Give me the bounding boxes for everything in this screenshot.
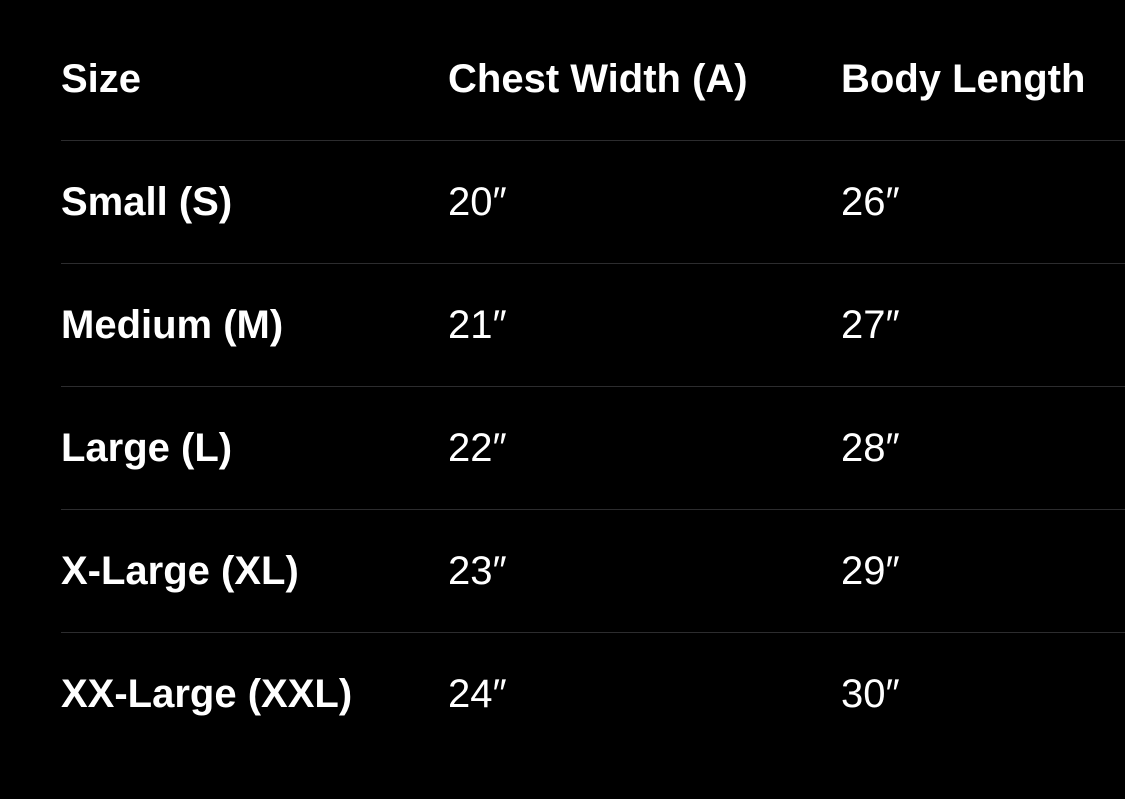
chest-width-cell: 24″ bbox=[448, 671, 507, 716]
column-header-size: Size bbox=[61, 56, 142, 101]
size-chart-table: Size Chest Width (A) Body Length Small (… bbox=[61, 18, 1125, 755]
body-length-cell: 27″ bbox=[841, 302, 900, 347]
table-row: Medium (M) 21″ 27″ bbox=[61, 264, 1125, 387]
size-cell: Large (L) bbox=[61, 425, 233, 470]
chest-width-cell: 21″ bbox=[448, 302, 507, 347]
body-length-cell: 30″ bbox=[841, 671, 900, 716]
chest-width-cell: 20″ bbox=[448, 179, 507, 224]
chest-width-cell: 22″ bbox=[448, 425, 507, 470]
body-length-cell: 28″ bbox=[841, 425, 900, 470]
size-cell: Medium (M) bbox=[61, 302, 284, 347]
table-row: Large (L) 22″ 28″ bbox=[61, 387, 1125, 510]
table-header-row: Size Chest Width (A) Body Length bbox=[61, 18, 1125, 141]
column-header-chest-width: Chest Width (A) bbox=[448, 56, 748, 101]
column-header-body-length: Body Length bbox=[841, 56, 1086, 101]
table-row: XX-Large (XXL) 24″ 30″ bbox=[61, 633, 1125, 755]
size-cell: Small (S) bbox=[61, 179, 233, 224]
table-row: Small (S) 20″ 26″ bbox=[61, 141, 1125, 264]
size-cell: X-Large (XL) bbox=[61, 548, 299, 593]
body-length-cell: 26″ bbox=[841, 179, 900, 224]
size-cell: XX-Large (XXL) bbox=[61, 671, 353, 716]
table-row: X-Large (XL) 23″ 29″ bbox=[61, 510, 1125, 633]
body-length-cell: 29″ bbox=[841, 548, 900, 593]
chest-width-cell: 23″ bbox=[448, 548, 507, 593]
